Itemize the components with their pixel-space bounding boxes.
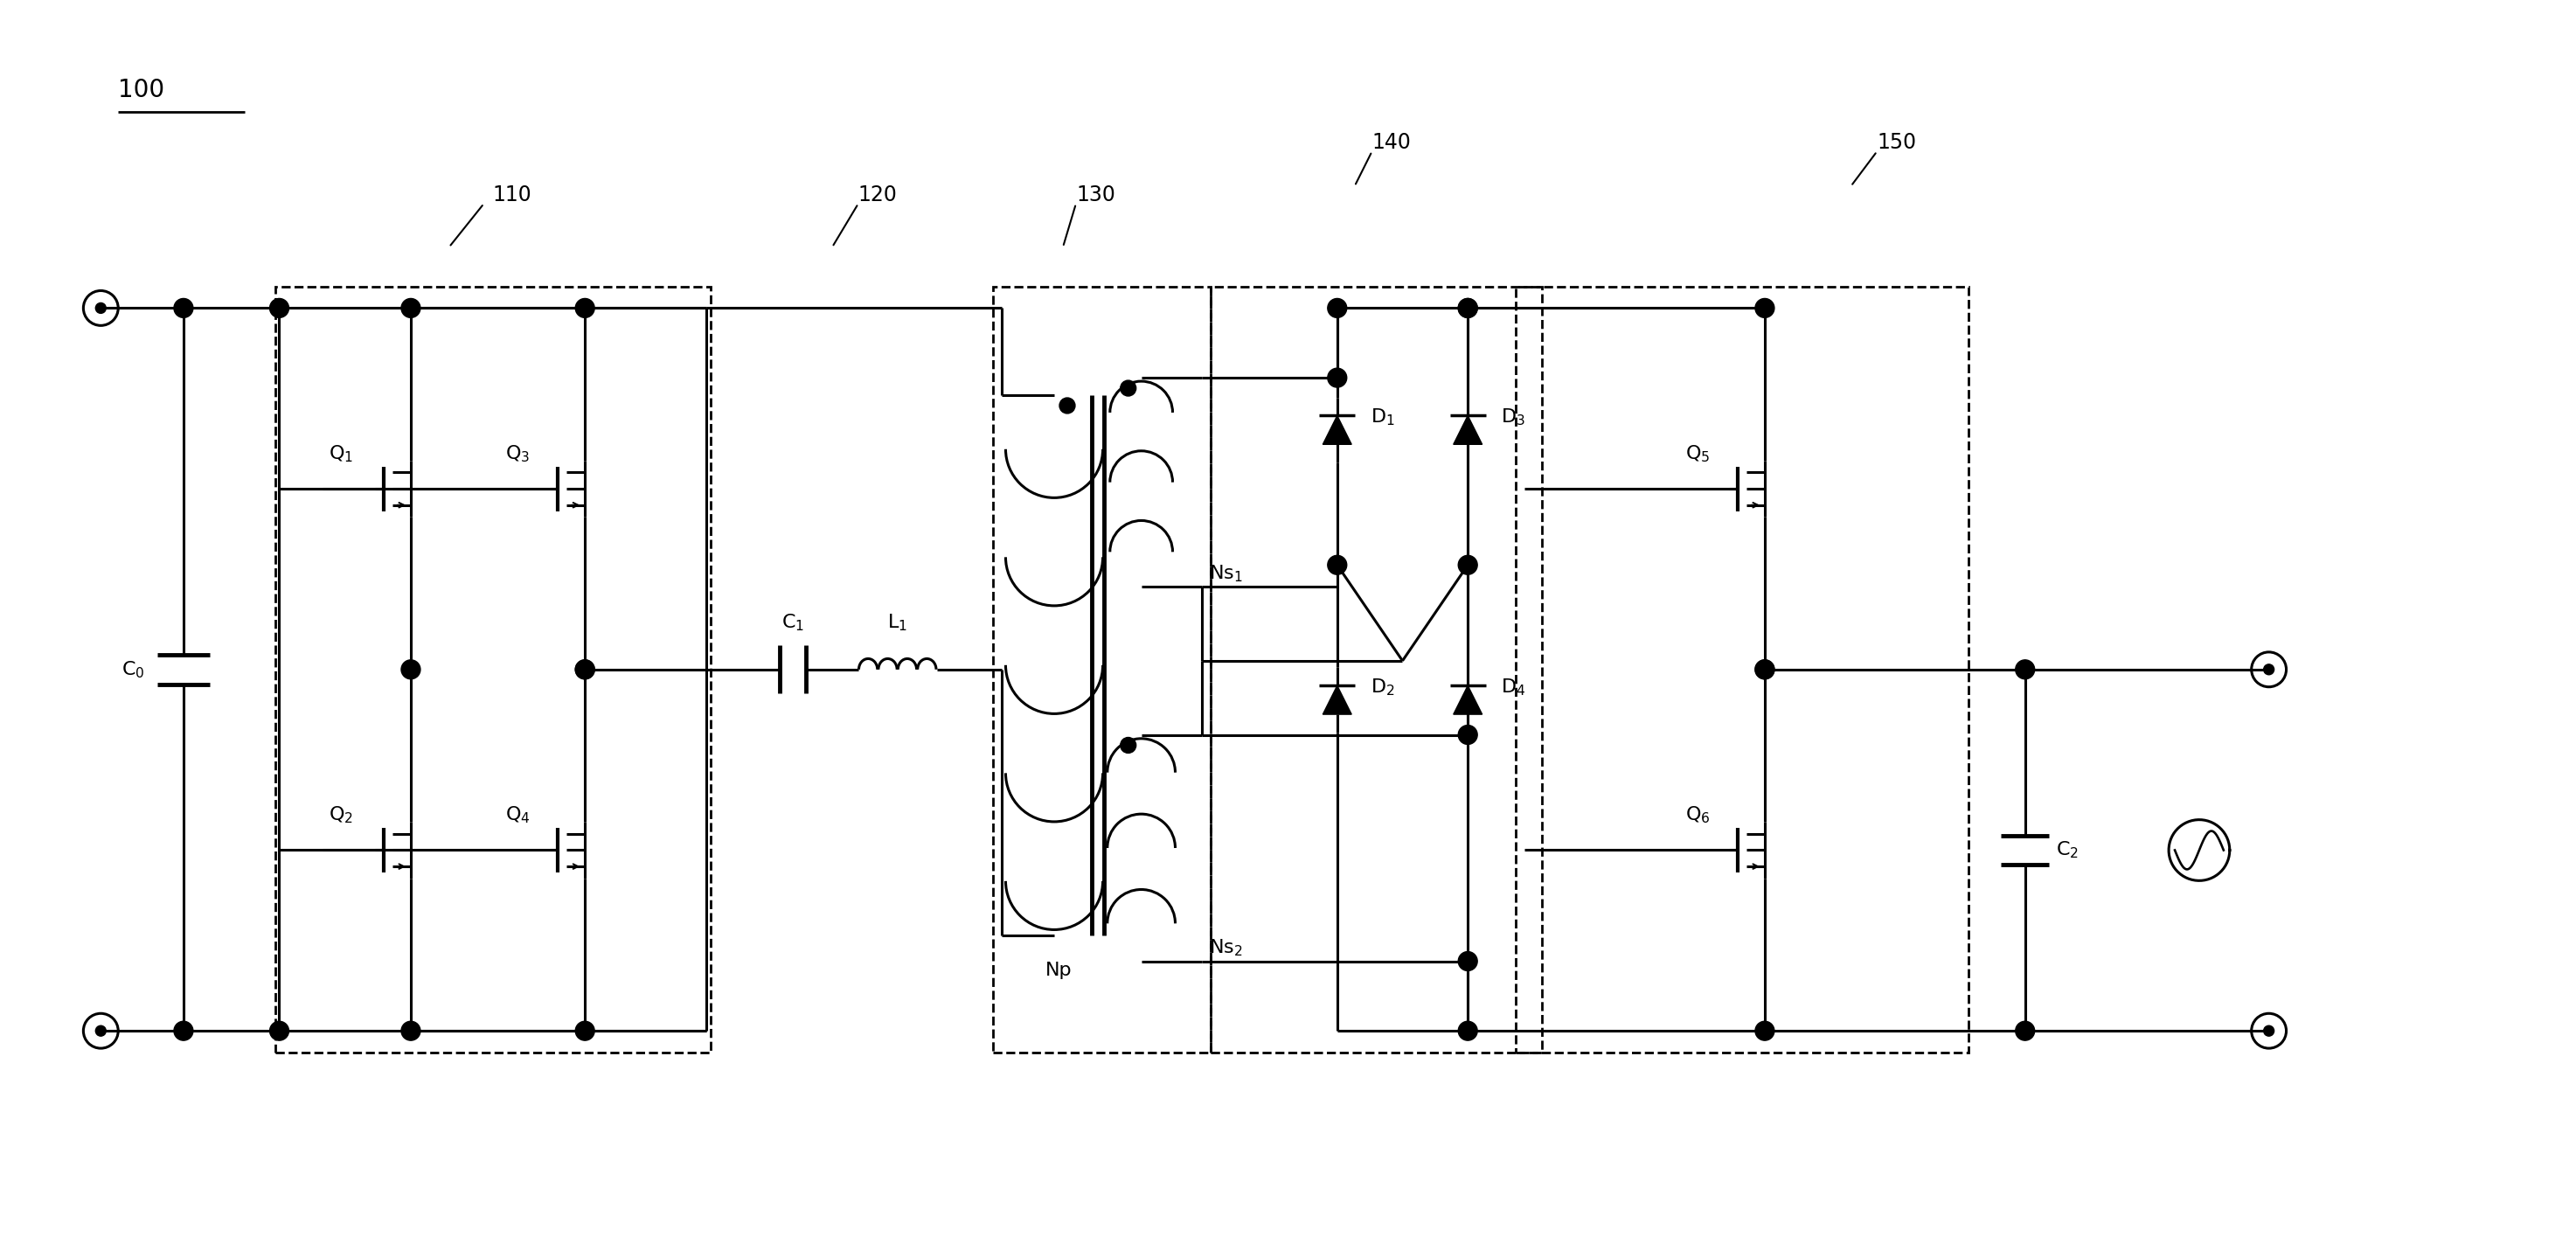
Circle shape	[2264, 664, 2275, 674]
Circle shape	[402, 299, 420, 318]
Circle shape	[1327, 299, 1347, 318]
Circle shape	[2014, 1021, 2035, 1041]
Circle shape	[1754, 299, 1775, 318]
Polygon shape	[1453, 686, 1481, 714]
Text: 140: 140	[1373, 133, 1412, 153]
Circle shape	[95, 303, 106, 313]
Polygon shape	[1453, 415, 1481, 444]
Bar	[1211, 286, 1543, 1052]
Circle shape	[1458, 726, 1479, 744]
Text: C$_2$: C$_2$	[2056, 839, 2079, 861]
Circle shape	[1754, 1021, 1775, 1041]
Text: 130: 130	[1077, 184, 1115, 205]
Circle shape	[1754, 659, 1775, 679]
Text: Q$_6$: Q$_6$	[1685, 806, 1710, 826]
Bar	[994, 286, 1211, 1052]
Circle shape	[95, 1026, 106, 1036]
Circle shape	[1059, 398, 1074, 413]
Polygon shape	[1324, 686, 1352, 714]
Circle shape	[402, 659, 420, 679]
Text: Ns$_2$: Ns$_2$	[1208, 938, 1244, 958]
Text: D$_2$: D$_2$	[1370, 677, 1394, 697]
Circle shape	[1327, 555, 1347, 574]
Text: D$_3$: D$_3$	[1502, 407, 1525, 428]
Circle shape	[1754, 659, 1775, 679]
Circle shape	[574, 1021, 595, 1041]
Text: Q$_2$: Q$_2$	[330, 806, 353, 826]
Text: L$_1$: L$_1$	[889, 612, 907, 633]
Circle shape	[402, 1021, 420, 1041]
Circle shape	[1121, 737, 1136, 753]
Text: Q$_1$: Q$_1$	[330, 444, 353, 464]
Circle shape	[1458, 299, 1479, 318]
Text: C$_0$: C$_0$	[121, 659, 144, 679]
Circle shape	[270, 1021, 289, 1041]
Text: 110: 110	[492, 184, 531, 205]
Polygon shape	[1324, 415, 1352, 444]
Circle shape	[175, 299, 193, 318]
Text: 100: 100	[118, 78, 165, 103]
Text: Q$_3$: Q$_3$	[505, 444, 531, 464]
Text: Q$_5$: Q$_5$	[1685, 444, 1710, 464]
Text: Q$_4$: Q$_4$	[505, 806, 531, 826]
Bar	[1515, 286, 1968, 1052]
Circle shape	[1121, 380, 1136, 397]
Circle shape	[1458, 952, 1479, 971]
Text: 120: 120	[858, 184, 896, 205]
Text: Np: Np	[1046, 961, 1072, 978]
Circle shape	[2014, 659, 2035, 679]
Circle shape	[1458, 299, 1479, 318]
Circle shape	[574, 299, 595, 318]
Circle shape	[2264, 1026, 2275, 1036]
Circle shape	[1327, 368, 1347, 388]
Bar	[276, 286, 711, 1052]
Circle shape	[574, 659, 595, 679]
Text: 150: 150	[1878, 133, 1917, 153]
Text: D$_4$: D$_4$	[1502, 677, 1525, 697]
Text: D$_1$: D$_1$	[1370, 407, 1394, 428]
Text: Ns$_1$: Ns$_1$	[1208, 563, 1244, 584]
Text: C$_1$: C$_1$	[781, 612, 804, 633]
Circle shape	[270, 299, 289, 318]
Circle shape	[1458, 555, 1479, 574]
Circle shape	[1458, 1021, 1479, 1041]
Circle shape	[574, 659, 595, 679]
Circle shape	[175, 1021, 193, 1041]
